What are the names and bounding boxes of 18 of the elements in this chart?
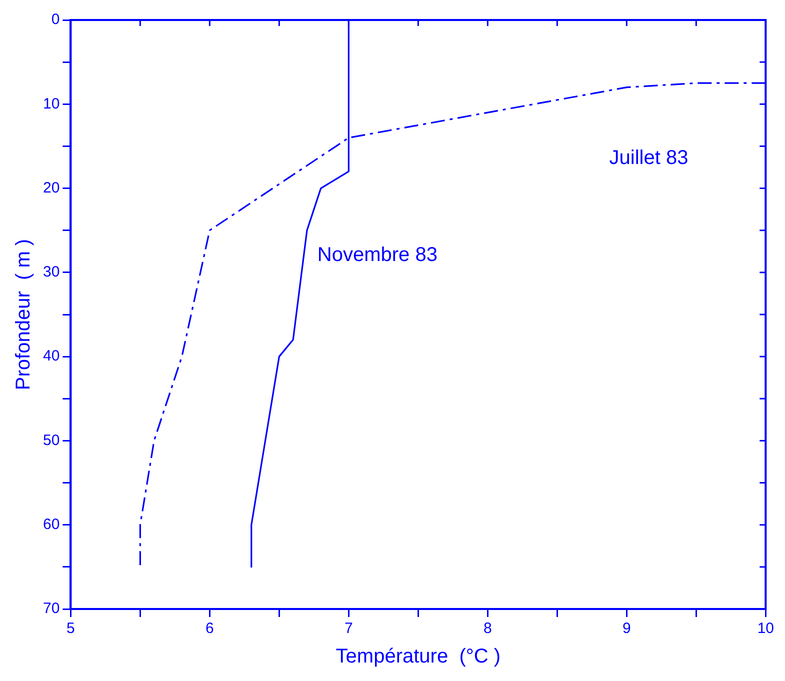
x-tick-label: 8 (483, 620, 492, 638)
x-tick-label: 10 (757, 620, 774, 638)
y-tick-label: 10 (42, 95, 60, 112)
y-tick-label: 0 (51, 11, 60, 28)
x-tick-label: 5 (66, 620, 75, 638)
text: Juillet 83 (609, 146, 688, 169)
y-tick-label: 60 (42, 516, 60, 533)
y-tick-label: 40 (42, 348, 60, 365)
y-tick-label: 20 (42, 179, 60, 196)
y-tick-label: 30 (42, 264, 60, 281)
x-tick-label: 7 (344, 620, 353, 638)
series-label: Novembre 83 (317, 244, 438, 266)
x-tick-label: 9 (622, 620, 631, 638)
y-axis-title: Profondeur ( m ) (12, 238, 35, 390)
x-axis-title: Température (°C ) (336, 646, 501, 668)
y-tick-label: 50 (42, 432, 60, 449)
y-tick-label: 70 (42, 600, 60, 618)
x-tick-label: 6 (206, 620, 214, 638)
